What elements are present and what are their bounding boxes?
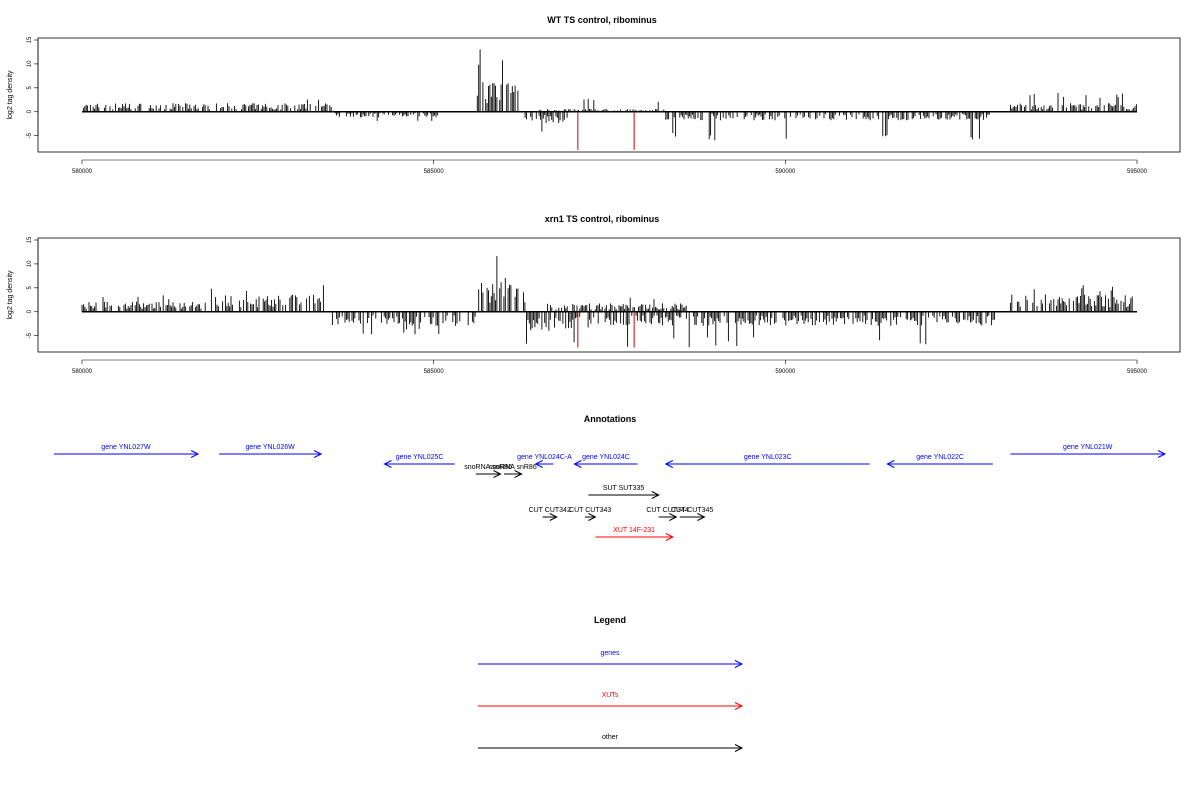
xrn1-minus-strand-bars bbox=[331, 311, 476, 335]
feature-label: gene YNL022C bbox=[916, 454, 964, 461]
cut-cut342-feature-arrow bbox=[542, 513, 558, 521]
sut-sut335-feature-arrow bbox=[588, 491, 660, 499]
feature-label: SUT SUT335 bbox=[603, 485, 645, 492]
annotation-features: gene YNL027W gene YNL026W gene YNL025C snoR… bbox=[53, 444, 1167, 541]
gene-ynl024c-a-feature-arrow bbox=[534, 460, 554, 468]
wt-y-tick-label: 10 bbox=[27, 60, 33, 67]
xrn1-plot-frame bbox=[37, 237, 1181, 353]
legend-items: genes XUTs other bbox=[478, 650, 744, 752]
xrn1-highlight-marks bbox=[577, 311, 635, 348]
xrn1-plus-strand-bars bbox=[81, 295, 206, 312]
wt-x-tick-label: 580000 bbox=[72, 169, 93, 175]
xrn1-y-tick-label: 5 bbox=[27, 285, 33, 289]
feature-label: snoRNA snR86 bbox=[489, 464, 537, 471]
legend-xuts-arrow bbox=[478, 702, 744, 710]
wt-coverage-bars bbox=[82, 49, 1137, 141]
xrn1-plus-strand-bars bbox=[547, 297, 687, 312]
wt-x-tick-label: 585000 bbox=[424, 169, 445, 175]
wt-plus-strand-bars bbox=[1009, 93, 1137, 112]
xrn1-x-tick-label: 590000 bbox=[775, 369, 796, 375]
xrn1-y-axis: 15 10 5 0 -5 bbox=[27, 236, 39, 338]
feature-label: CUT CUT343 bbox=[569, 507, 611, 514]
xrn1-x-tick-label: 585000 bbox=[424, 369, 445, 375]
wt-track-panel: WT TS control, ribominus log2 tag densit… bbox=[7, 15, 1181, 175]
cut-cut343-feature-arrow bbox=[584, 513, 597, 521]
legend-other-label: other bbox=[602, 734, 619, 741]
feature-label: gene YNL024C bbox=[582, 454, 630, 461]
feature-label: gene YNL027W bbox=[101, 444, 151, 451]
xrn1-plus-strand-bars bbox=[478, 256, 526, 312]
annotations-panel: Annotations gene YNL027W gene YNL026Wgene… bbox=[53, 414, 1167, 541]
gene-ynl024c-feature-arrow bbox=[573, 460, 638, 468]
legend-panel: Legend genes XUTs other bbox=[478, 615, 744, 752]
wt-minus-strand-bars bbox=[665, 111, 990, 141]
legend-xuts-label: XUTs bbox=[602, 692, 619, 699]
xrn1-coverage-bars bbox=[81, 256, 1137, 348]
wt-plus-strand-bars bbox=[476, 49, 519, 112]
wt-y-tick-label: 5 bbox=[27, 85, 33, 89]
xrn1-y-tick-label: -5 bbox=[27, 332, 33, 338]
xrn1-plus-strand-bars bbox=[210, 285, 324, 312]
xut-14f-231-feature-arrow bbox=[595, 533, 674, 541]
xrn1-y-axis-label: log2 tag density bbox=[7, 270, 14, 320]
wt-plus-strand-bars bbox=[538, 98, 665, 112]
wt-y-tick-label: -5 bbox=[27, 132, 33, 138]
wt-y-axis: 15 10 5 0 -5 bbox=[27, 36, 39, 138]
annotations-title: Annotations bbox=[584, 414, 637, 424]
gene-ynl021w-feature-arrow bbox=[1010, 450, 1167, 458]
gene-ynl026w-feature-arrow bbox=[219, 450, 323, 458]
feature-label: snoRNA snR86 bbox=[464, 464, 512, 471]
xrn1-minus-strand-bars bbox=[597, 311, 995, 348]
feature-label: CUT CUT344 bbox=[646, 507, 688, 514]
wt-minus-strand-bars bbox=[334, 111, 438, 121]
xrn1-y-tick-label: 10 bbox=[27, 260, 33, 267]
xrn1-plus-strand-bars bbox=[1009, 285, 1133, 312]
xrn1-track-title: xrn1 TS control, ribominus bbox=[545, 214, 660, 224]
xrn1-x-tick-label: 580000 bbox=[72, 369, 93, 375]
wt-minus-strand-bars bbox=[524, 111, 568, 132]
legend-other-arrow bbox=[478, 744, 744, 752]
feature-label: CUT CUT342 bbox=[529, 507, 571, 514]
wt-y-tick-label: 15 bbox=[27, 36, 33, 43]
wt-y-tick-label: 0 bbox=[27, 109, 33, 113]
gene-ynl025c-feature-arrow bbox=[383, 460, 455, 468]
wt-x-tick-label: 590000 bbox=[775, 169, 796, 175]
snorna-snr86-feature-arrow bbox=[504, 470, 523, 478]
snorna-snr86-feature-arrow bbox=[475, 470, 502, 478]
gene-ynl027w-feature-arrow bbox=[53, 450, 200, 458]
wt-track-title: WT TS control, ribominus bbox=[547, 15, 657, 25]
feature-label: CUT CUT345 bbox=[671, 507, 713, 514]
xrn1-y-tick-label: 0 bbox=[27, 309, 33, 313]
wt-plot-frame bbox=[37, 37, 1181, 153]
legend-genes-label: genes bbox=[600, 650, 620, 657]
cut-cut345-feature-arrow bbox=[679, 513, 706, 521]
wt-x-tick-label: 595000 bbox=[1127, 169, 1148, 175]
wt-highlight-marks bbox=[577, 111, 635, 150]
cut-cut344-feature-arrow bbox=[658, 513, 678, 521]
gene-ynl022c-feature-arrow bbox=[886, 460, 993, 468]
feature-label: gene YNL023C bbox=[744, 454, 792, 461]
legend-genes-arrow bbox=[478, 660, 744, 668]
xrn1-x-tick-label: 595000 bbox=[1127, 369, 1148, 375]
xrn1-y-tick-label: 15 bbox=[27, 236, 33, 243]
feature-label: XUT 14F-231 bbox=[613, 527, 655, 534]
xrn1-track-panel: xrn1 TS control, ribominus log2 tag dens… bbox=[7, 214, 1181, 375]
gene-ynl023c-feature-arrow bbox=[664, 460, 870, 468]
feature-label: gene YNL024C-A bbox=[517, 454, 572, 461]
feature-label: gene YNL026W bbox=[245, 444, 295, 451]
wt-y-axis-label: log2 tag density bbox=[7, 70, 14, 120]
legend-title: Legend bbox=[594, 615, 626, 625]
feature-label: gene YNL025C bbox=[396, 454, 444, 461]
feature-label: gene YNL021W bbox=[1063, 444, 1113, 451]
wt-plus-strand-bars bbox=[82, 99, 332, 112]
xrn1-x-axis: 580000 585000 590000 595000 bbox=[72, 359, 1148, 375]
xrn1-minus-strand-bars bbox=[526, 311, 595, 344]
wt-x-axis: 580000 585000 590000 595000 bbox=[72, 159, 1148, 175]
